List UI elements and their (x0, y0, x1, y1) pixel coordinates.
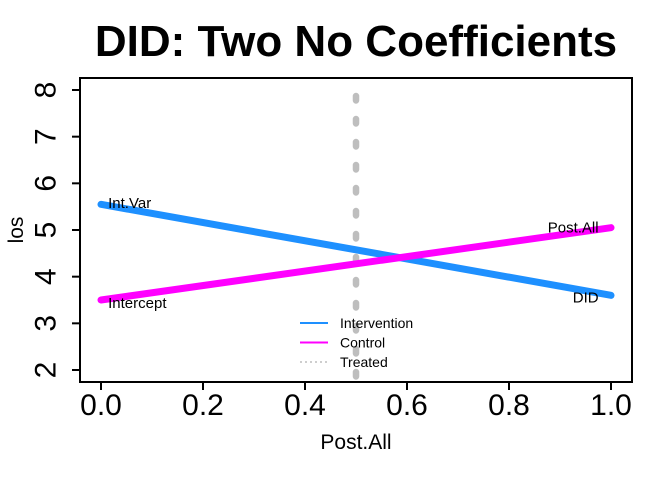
y-tick-label: 3 (30, 315, 63, 332)
annotation-int-var: Int.Var (108, 195, 151, 212)
annotation-did: DID (573, 289, 599, 306)
x-tick-label: 1.0 (590, 389, 632, 422)
annotation-intercept: Intercept (108, 295, 167, 312)
legend-label-treated: Treated (340, 354, 388, 370)
y-tick-label: 5 (30, 222, 63, 239)
y-tick-label: 7 (30, 128, 63, 145)
legend-label-control: Control (340, 334, 385, 350)
y-tick-label: 4 (30, 268, 63, 285)
series-line-intervention (97, 200, 615, 299)
x-tick-label: 0.4 (284, 389, 326, 422)
series-line-control (97, 224, 615, 304)
y-tick-label: 2 (30, 362, 63, 379)
y-tick-label: 6 (30, 175, 63, 192)
chart-title: DID: Two No Coefficients (94, 17, 618, 66)
legend-label-intervention: Intervention (340, 315, 413, 331)
x-tick-label: 0.6 (386, 389, 428, 422)
annotation-post-all: Post.All (548, 219, 599, 236)
x-tick-label: 0.8 (488, 389, 530, 422)
x-tick-label: 0.0 (80, 389, 122, 422)
x-tick-label: 0.2 (182, 389, 224, 422)
y-tick-label: 8 (30, 82, 63, 99)
x-axis-label: Post.All (320, 431, 392, 454)
